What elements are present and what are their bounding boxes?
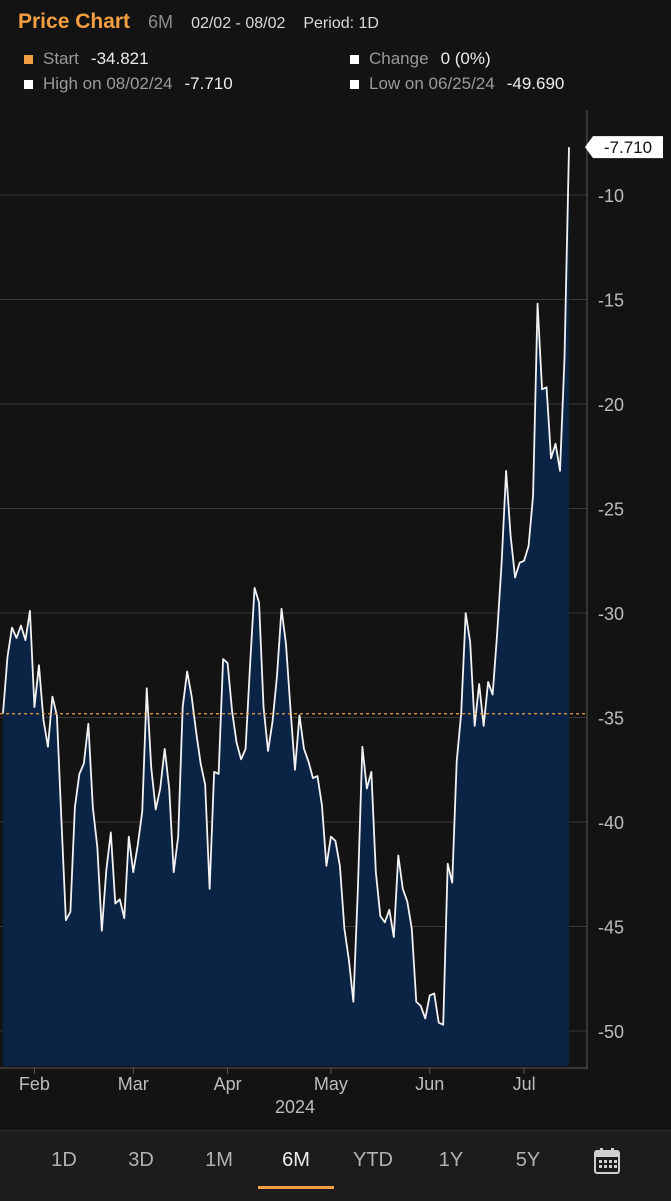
price-area [3,147,569,1066]
timeframe-bar: 1D 3D 1M 6M YTD 1Y 5Y [0,1130,671,1201]
tab-6m[interactable]: 6M [282,1149,310,1171]
start-marker-icon [24,54,33,64]
range-label: 6M [148,12,174,32]
change-label: Change [369,49,429,68]
y-tick-label: -20 [598,395,624,415]
tab-3d[interactable]: 3D [128,1149,154,1171]
y-tick-label: -35 [598,709,624,729]
year-label: 2024 [275,1097,315,1117]
chart-title: Price Chart [18,10,131,33]
x-tick-label: Jun [415,1074,444,1094]
x-tick-label: May [314,1074,348,1094]
active-tab-indicator [258,1186,334,1189]
x-tick-label: Jul [513,1074,536,1094]
last-value-tag: -7.710 [585,136,663,159]
high-marker-icon [24,79,33,89]
low-value: -49.690 [506,74,565,93]
y-tick-label: -30 [598,604,624,624]
tab-5y[interactable]: 5Y [515,1149,541,1171]
stat-low: Low on 06/25/24 -49.690 [350,74,564,94]
start-label: Start [43,49,79,68]
date-range: 02/02 - 08/02 [191,15,286,32]
tab-1d[interactable]: 1D [51,1149,77,1171]
price-chart[interactable]: -10 -15 -20 -25 -30 -35 -40 -45 -50 Feb Mar Apr May J… [0,110,671,1130]
y-tick-label: -25 [598,500,624,520]
title-row: Price Chart 6M 02/02 - 08/02 Period: 1D [18,10,379,36]
low-marker-icon [350,79,359,89]
x-tick-label: Mar [118,1074,149,1094]
stat-change: Change 0 (0%) [350,49,491,69]
svg-text:-7.710: -7.710 [604,138,652,157]
price-line [2,147,570,1026]
y-tick-label: -40 [598,813,624,833]
y-tick-label: -10 [598,186,624,206]
stat-start: Start -34.821 [24,49,149,69]
x-tick-label: Feb [19,1074,50,1094]
low-label: Low on 06/25/24 [369,74,495,93]
stat-high: High on 08/02/24 -7.710 [24,74,233,94]
change-value: 0 (0%) [440,49,491,68]
chart-header: Price Chart 6M 02/02 - 08/02 Period: 1D … [0,0,671,110]
y-tick-label: -45 [598,918,624,938]
period-label: Period: 1D [303,15,379,32]
tab-1m[interactable]: 1M [205,1149,233,1171]
high-label: High on 08/02/24 [43,74,173,93]
change-marker-icon [350,54,359,64]
calendar-icon[interactable] [593,1147,621,1175]
tab-ytd[interactable]: YTD [353,1149,393,1171]
x-tick-label: Apr [214,1074,242,1094]
y-tick-label: -15 [598,291,624,311]
price-chart-svg[interactable]: -10 -15 -20 -25 -30 -35 -40 -45 -50 Feb Mar Apr May J… [0,110,671,1130]
y-tick-label: -50 [598,1022,624,1042]
start-value: -34.821 [90,49,149,68]
tab-1y[interactable]: 1Y [438,1149,464,1171]
high-value: -7.710 [184,74,233,93]
